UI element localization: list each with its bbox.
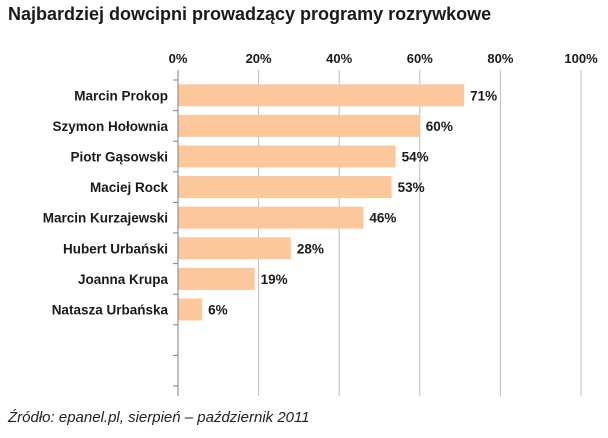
bar-4: [178, 176, 392, 199]
category-labels: Marcin Prokop Szymon Hołownia Piotr Gąsows…: [43, 88, 169, 317]
category-label-6: Hubert Urbański: [63, 241, 168, 256]
gridlines: [173, 70, 582, 396]
x-tick-label-0: 0%: [169, 51, 188, 66]
bar-7: [178, 267, 255, 290]
bar-8: [178, 298, 203, 321]
bar-5: [178, 206, 364, 229]
value-label-5: 46%: [369, 211, 396, 226]
bar-6: [178, 237, 291, 260]
category-label-4: Maciej Rock: [90, 180, 169, 195]
x-axis-ticks: 0% 20% 40% 60% 80% 100%: [169, 51, 598, 66]
x-tick-label-40: 40%: [326, 51, 352, 66]
category-label-1: Marcin Prokop: [74, 88, 168, 103]
source-note: Źródło: epanel.pl, sierpień – październi…: [8, 409, 310, 426]
bars: [178, 84, 465, 321]
value-labels: 71% 60% 54% 53% 46% 28% 19% 6%: [208, 88, 497, 317]
value-label-6: 28%: [297, 241, 324, 256]
x-tick-label-80: 80%: [487, 51, 513, 66]
value-label-3: 54%: [402, 150, 429, 165]
category-label-5: Marcin Kurzajewski: [43, 211, 168, 226]
value-label-2: 60%: [426, 119, 453, 134]
chart-title: Najbardziej dowcipni prowadzący programy…: [8, 4, 492, 24]
value-label-1: 71%: [470, 88, 497, 103]
bar-2: [178, 114, 420, 137]
category-label-2: Szymon Hołownia: [52, 119, 168, 134]
bar-1: [178, 84, 465, 107]
x-tick-label-20: 20%: [246, 51, 272, 66]
x-tick-label-60: 60%: [407, 51, 433, 66]
x-tick-label-100: 100%: [564, 51, 598, 66]
category-label-3: Piotr Gąsowski: [70, 150, 168, 165]
value-label-8: 6%: [208, 303, 228, 318]
value-label-4: 53%: [398, 180, 425, 195]
category-label-8: Natasza Urbańska: [52, 303, 169, 318]
value-label-7: 19%: [261, 272, 288, 287]
category-label-7: Joanna Krupa: [78, 272, 169, 287]
bar-3: [178, 145, 396, 168]
